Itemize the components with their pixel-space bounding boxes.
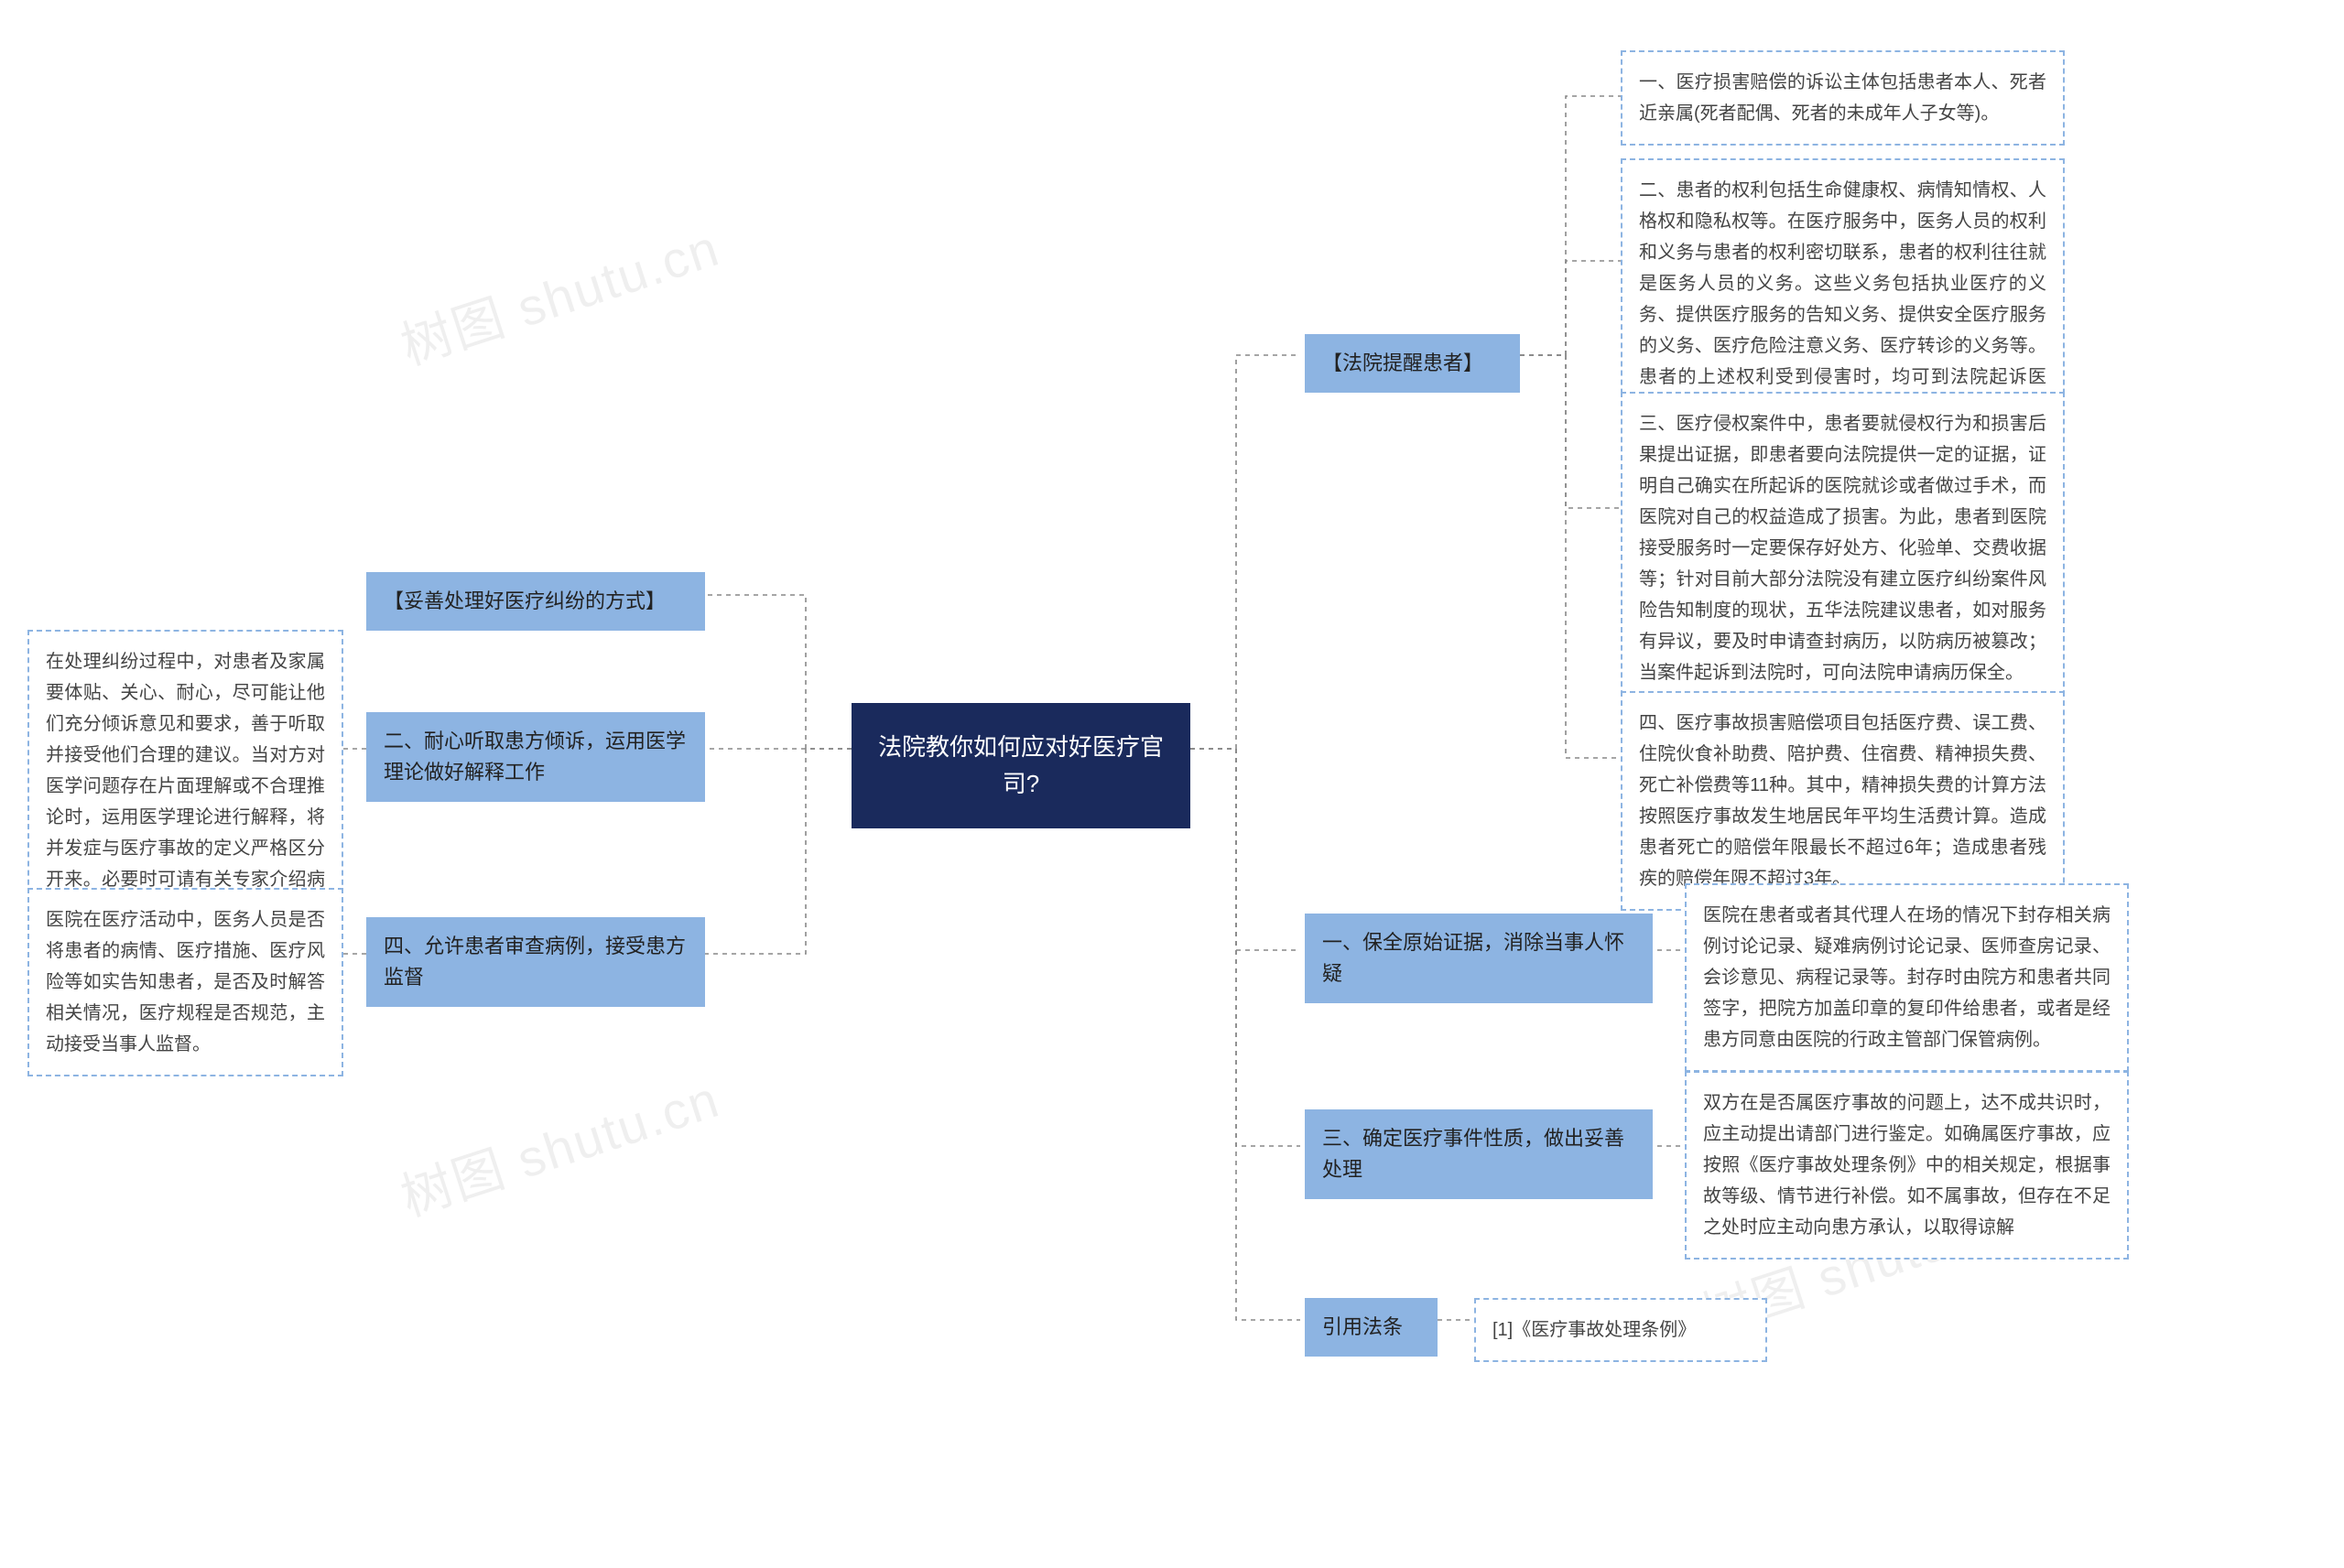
right-leaf-remind-3: 三、医疗侵权案件中，患者要就侵权行为和损害后果提出证据，即患者要向法院提供一定的… [1621,392,2065,705]
left-node-methods[interactable]: 【妥善处理好医疗纠纷的方式】 [366,572,705,631]
right-leaf-nature: 双方在是否属医疗事故的问题上，达不成共识时，应主动提出请部门进行鉴定。如确属医疗… [1685,1071,2129,1260]
right-node-remind[interactable]: 【法院提醒患者】 [1305,334,1520,393]
watermark: 树图 shutu.cn [390,207,728,380]
watermark: 树图 shutu.cn [390,1058,728,1231]
left-leaf-supervise: 医院在医疗活动中，医务人员是否将患者的病情、医疗措施、医疗风险等如实告知患者，是… [27,888,343,1076]
right-node-nature[interactable]: 三、确定医疗事件性质，做出妥善处理 [1305,1109,1653,1199]
right-leaf-remind-4: 四、医疗事故损害赔偿项目包括医疗费、误工费、住院伙食补助费、陪护费、住宿费、精神… [1621,691,2065,911]
left-node-supervise[interactable]: 四、允许患者审查病例，接受患方监督 [366,917,705,1007]
right-node-cite[interactable]: 引用法条 [1305,1298,1438,1357]
left-node-explain[interactable]: 二、耐心听取患方倾诉，运用医学理论做好解释工作 [366,712,705,802]
root-node[interactable]: 法院教你如何应对好医疗官司? [852,703,1190,828]
right-leaf-remind-1: 一、医疗损害赔偿的诉讼主体包括患者本人、死者近亲属(死者配偶、死者的未成年人子女… [1621,50,2065,146]
right-leaf-evidence: 医院在患者或者其代理人在场的情况下封存相关病例讨论记录、疑难病例讨论记录、医师查… [1685,883,2129,1072]
right-node-evidence[interactable]: 一、保全原始证据，消除当事人怀疑 [1305,914,1653,1003]
right-leaf-cite: [1]《医疗事故处理条例》 [1474,1298,1767,1362]
